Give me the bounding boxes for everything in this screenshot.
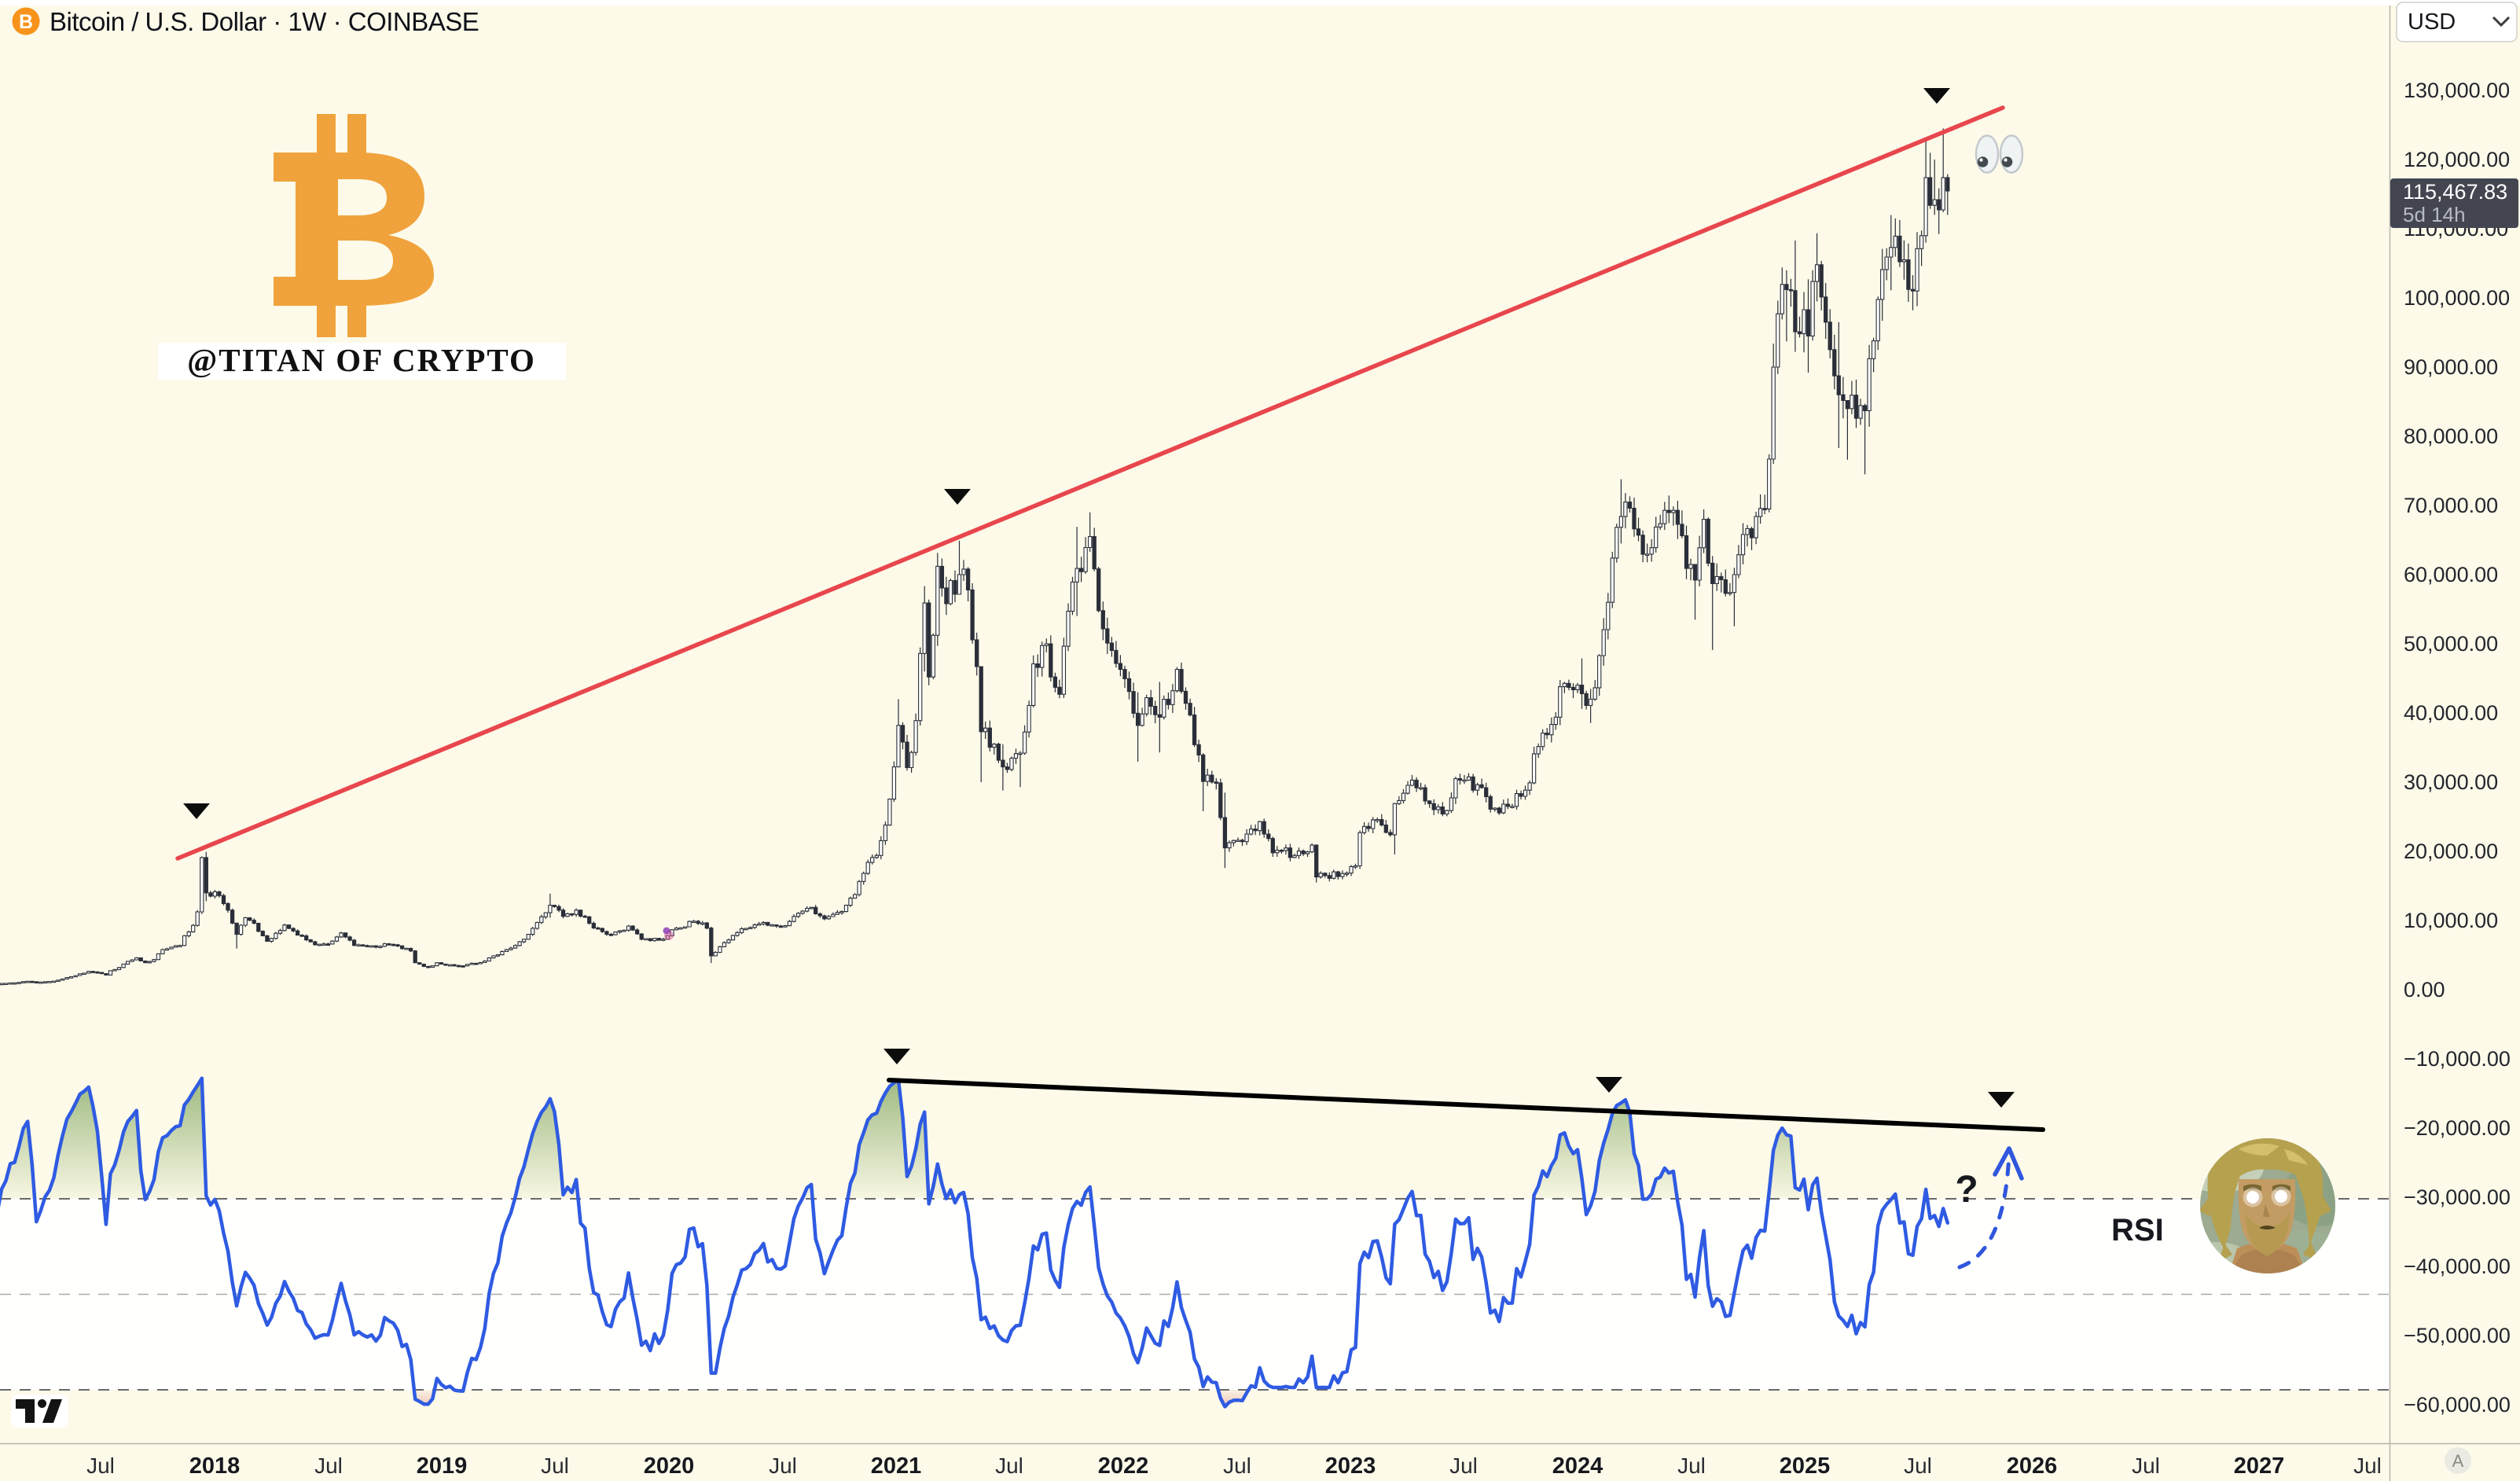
svg-text:−40,000.00: −40,000.00 bbox=[2404, 1255, 2511, 1278]
svg-text:115,467.83: 115,467.83 bbox=[2403, 180, 2507, 204]
svg-text:Jul: Jul bbox=[314, 1453, 343, 1478]
svg-text:2022: 2022 bbox=[1098, 1453, 1149, 1479]
svg-text:?: ? bbox=[1955, 1169, 1978, 1211]
svg-text:100,000.00: 100,000.00 bbox=[2404, 286, 2510, 310]
svg-text:Jul: Jul bbox=[2132, 1453, 2160, 1478]
svg-text:−50,000.00: −50,000.00 bbox=[2404, 1324, 2511, 1347]
svg-text:−30,000.00: −30,000.00 bbox=[2404, 1185, 2511, 1209]
svg-text:Jul: Jul bbox=[1449, 1453, 1478, 1478]
svg-text:40,000.00: 40,000.00 bbox=[2404, 701, 2498, 725]
svg-text:70,000.00: 70,000.00 bbox=[2404, 494, 2498, 517]
svg-text:Jul: Jul bbox=[541, 1453, 569, 1478]
svg-text:−10,000.00: −10,000.00 bbox=[2404, 1047, 2511, 1071]
svg-text:10,000.00: 10,000.00 bbox=[2404, 909, 2498, 932]
svg-text:130,000.00: 130,000.00 bbox=[2404, 79, 2510, 102]
svg-text:Jul: Jul bbox=[86, 1453, 115, 1478]
svg-text:80,000.00: 80,000.00 bbox=[2404, 424, 2498, 448]
svg-text:RSI: RSI bbox=[2111, 1213, 2164, 1248]
svg-text:5d 14h: 5d 14h bbox=[2403, 203, 2466, 226]
svg-text:−20,000.00: −20,000.00 bbox=[2404, 1116, 2511, 1140]
svg-text:Jul: Jul bbox=[995, 1453, 1023, 1478]
svg-text:2026: 2026 bbox=[2007, 1453, 2058, 1479]
svg-text:2018: 2018 bbox=[189, 1453, 241, 1479]
svg-text:2019: 2019 bbox=[417, 1453, 468, 1479]
svg-text:Jul: Jul bbox=[1904, 1453, 1932, 1478]
svg-text:2024: 2024 bbox=[1552, 1453, 1603, 1479]
svg-text:0.00: 0.00 bbox=[2404, 978, 2445, 1001]
svg-text:2020: 2020 bbox=[644, 1453, 695, 1479]
svg-text:USD: USD bbox=[2408, 9, 2456, 35]
svg-text:Jul: Jul bbox=[769, 1453, 797, 1478]
svg-text:30,000.00: 30,000.00 bbox=[2404, 770, 2498, 794]
svg-text:2027: 2027 bbox=[2234, 1453, 2285, 1479]
svg-text:2025: 2025 bbox=[1780, 1453, 1831, 1479]
svg-text:Jul: Jul bbox=[1677, 1453, 1706, 1478]
svg-text:90,000.00: 90,000.00 bbox=[2404, 355, 2498, 379]
svg-text:@TITAN OF CRYPTO: @TITAN OF CRYPTO bbox=[187, 342, 536, 378]
svg-text:2023: 2023 bbox=[1325, 1453, 1376, 1479]
svg-text:20,000.00: 20,000.00 bbox=[2404, 840, 2498, 863]
svg-text:Jul: Jul bbox=[2353, 1453, 2382, 1478]
svg-text:2021: 2021 bbox=[871, 1453, 922, 1479]
svg-text:120,000.00: 120,000.00 bbox=[2404, 148, 2510, 171]
svg-text:B: B bbox=[19, 11, 33, 33]
svg-text:A: A bbox=[2452, 1451, 2464, 1471]
svg-text:−60,000.00: −60,000.00 bbox=[2404, 1393, 2511, 1417]
svg-text:60,000.00: 60,000.00 bbox=[2404, 563, 2498, 586]
svg-text:50,000.00: 50,000.00 bbox=[2404, 632, 2498, 656]
svg-text:Bitcoin / U.S. Dollar · 1W · C: Bitcoin / U.S. Dollar · 1W · COINBASE bbox=[50, 7, 479, 36]
svg-text:Jul: Jul bbox=[1223, 1453, 1251, 1478]
